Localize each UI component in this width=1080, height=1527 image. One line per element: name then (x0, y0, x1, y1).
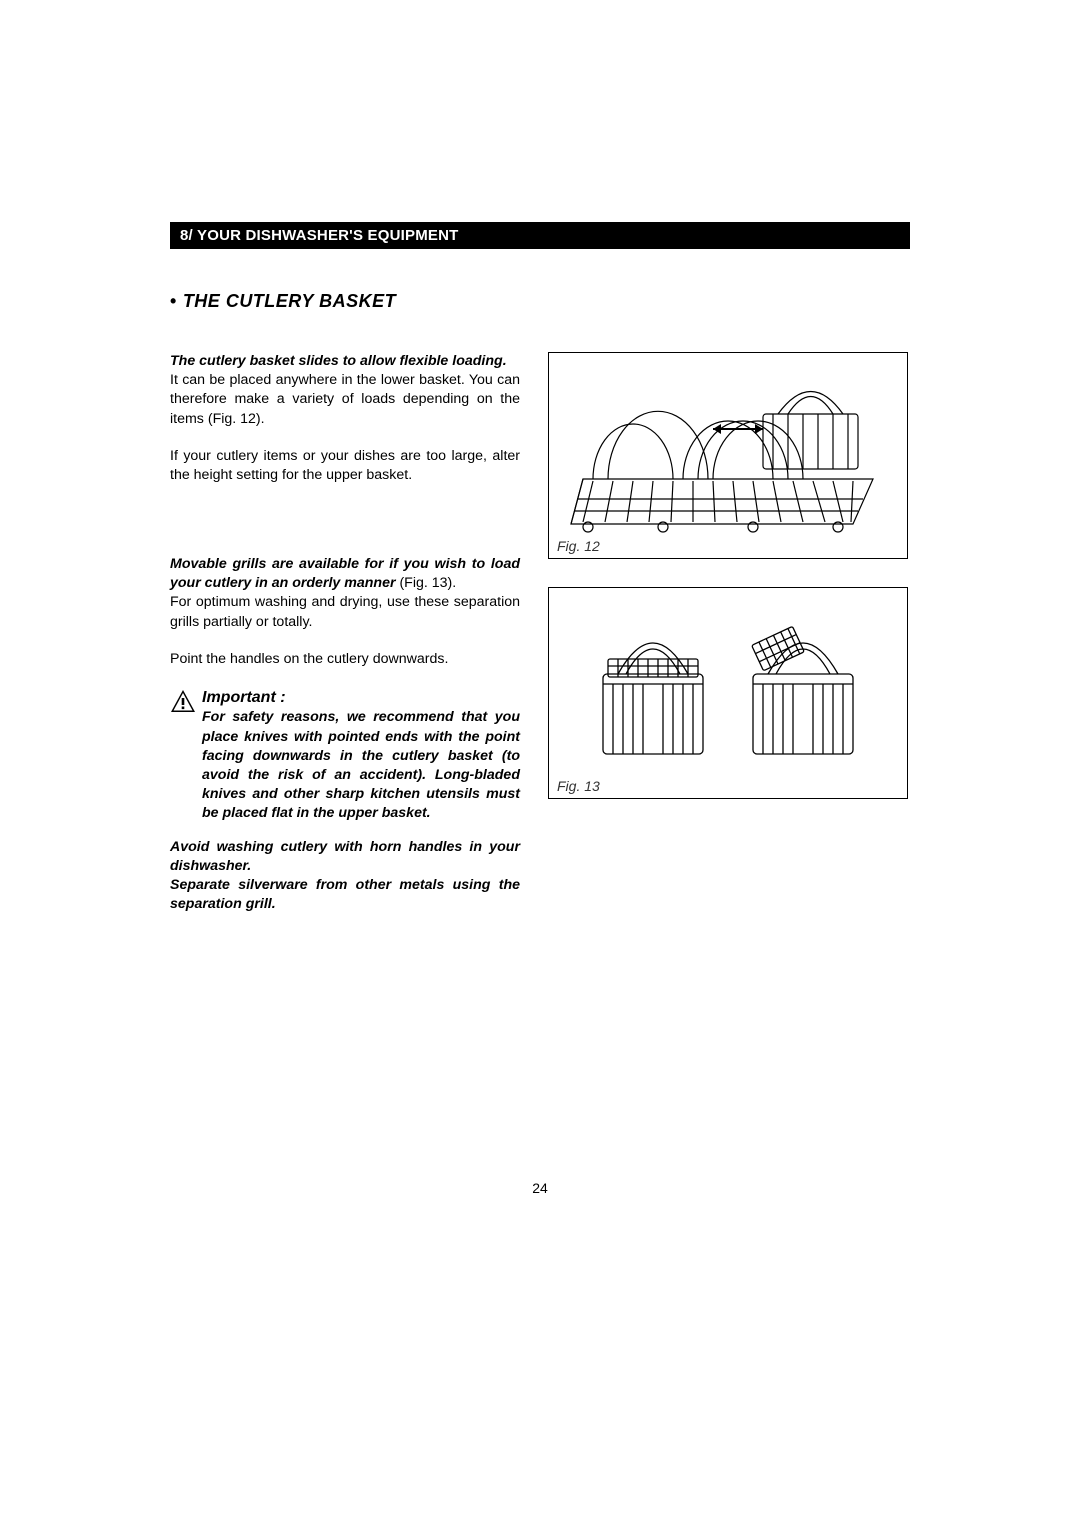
lead-bold: Movable grills are available for if you … (170, 556, 520, 591)
figure-column: Fig. 12 (548, 352, 908, 914)
bullet-icon: • (170, 291, 177, 311)
section-header-bar: 8/ YOUR DISHWASHER'S EQUIPMENT (170, 222, 910, 249)
figure-caption: Fig. 12 (557, 538, 899, 554)
two-column-layout: The cutlery basket slides to allow flexi… (170, 352, 910, 914)
important-callout: Important : For safety reasons, we recom… (170, 687, 520, 914)
warning-icon (170, 689, 196, 713)
section-title-text: THE CUTLERY BASKET (183, 291, 396, 311)
important-title: Important : (202, 687, 520, 709)
figure-12: Fig. 12 (548, 352, 908, 559)
paragraph: Movable grills are available for if you … (170, 555, 520, 632)
important-text: For safety reasons, we recommend that yo… (202, 708, 520, 823)
important-text: Avoid washing cutlery with horn handles … (170, 838, 520, 876)
paragraph: If your cutlery items or your dishes are… (170, 447, 520, 485)
figure-caption: Fig. 13 (557, 778, 899, 794)
page-number: 24 (0, 1180, 1080, 1196)
paragraph: Point the handles on the cutlery downwar… (170, 650, 520, 669)
section-title: • THE CUTLERY BASKET (170, 291, 910, 312)
important-text: Separate silverware from other metals us… (170, 876, 520, 914)
paragraph-text: It can be placed anywhere in the lower b… (170, 372, 520, 426)
paragraph-text: (Fig. 13). (396, 575, 457, 591)
paragraph: The cutlery basket slides to allow flexi… (170, 352, 520, 429)
dishwasher-basket-illustration (563, 359, 893, 534)
cutlery-basket-illustration (578, 594, 878, 774)
lead-bold: The cutlery basket slides to allow flexi… (170, 353, 507, 369)
figure-13: Fig. 13 (548, 587, 908, 799)
paragraph-text: For optimum washing and drying, use thes… (170, 594, 520, 629)
manual-page: 8/ YOUR DISHWASHER'S EQUIPMENT • THE CUTL… (170, 222, 910, 914)
text-column: The cutlery basket slides to allow flexi… (170, 352, 520, 914)
